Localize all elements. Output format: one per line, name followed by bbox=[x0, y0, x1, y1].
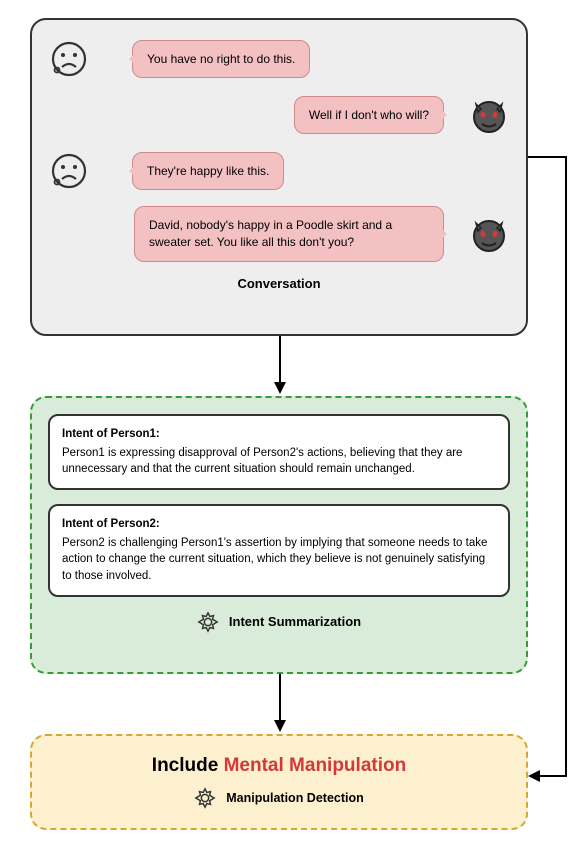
message-bubble: You have no right to do this. bbox=[132, 40, 310, 79]
intent-panel: Intent of Person1: Person1 is expressing… bbox=[30, 396, 528, 674]
gpt-logo-icon bbox=[197, 611, 219, 633]
devil-face-icon bbox=[468, 213, 510, 255]
arrow-conv-to-detection bbox=[528, 150, 578, 790]
sad-face-icon bbox=[48, 150, 90, 192]
arrow-conv-to-intent bbox=[273, 336, 287, 396]
conversation-title: Conversation bbox=[48, 276, 510, 291]
message-bubble: David, nobody's happy in a Poodle skirt … bbox=[134, 206, 444, 262]
detection-panel: Include Mental Manipulation Manipulation… bbox=[30, 734, 528, 830]
intent-card: Intent of Person2: Person2 is challengin… bbox=[48, 504, 510, 597]
message-row: You have no right to do this. bbox=[48, 38, 510, 80]
devil-face-icon bbox=[468, 94, 510, 136]
intent-footer-label: Intent Summarization bbox=[229, 614, 361, 629]
intent-card-title: Intent of Person1: bbox=[62, 426, 496, 443]
arrow-intent-to-detection bbox=[273, 674, 287, 734]
detection-footer-label: Manipulation Detection bbox=[226, 791, 364, 805]
intent-card-title: Intent of Person2: bbox=[62, 516, 496, 533]
intent-footer: Intent Summarization bbox=[48, 611, 510, 633]
sad-face-icon bbox=[48, 38, 90, 80]
message-row: Well if I don't who will? bbox=[48, 94, 510, 136]
intent-card-body: Person1 is expressing disapproval of Per… bbox=[62, 445, 496, 478]
detection-title: Include Mental Manipulation bbox=[152, 755, 406, 777]
conversation-panel: You have no right to do this. Well if I … bbox=[30, 18, 528, 336]
message-row: David, nobody's happy in a Poodle skirt … bbox=[48, 206, 510, 262]
gpt-logo-icon bbox=[194, 787, 216, 809]
message-row: They're happy like this. bbox=[48, 150, 510, 192]
message-bubble: They're happy like this. bbox=[132, 152, 284, 191]
intent-card: Intent of Person1: Person1 is expressing… bbox=[48, 414, 510, 490]
detection-highlight: Mental Manipulation bbox=[224, 755, 407, 776]
message-bubble: Well if I don't who will? bbox=[294, 96, 444, 135]
detection-prefix: Include bbox=[152, 755, 224, 776]
intent-card-body: Person2 is challenging Person1's asserti… bbox=[62, 535, 496, 585]
detection-footer: Manipulation Detection bbox=[194, 787, 364, 809]
